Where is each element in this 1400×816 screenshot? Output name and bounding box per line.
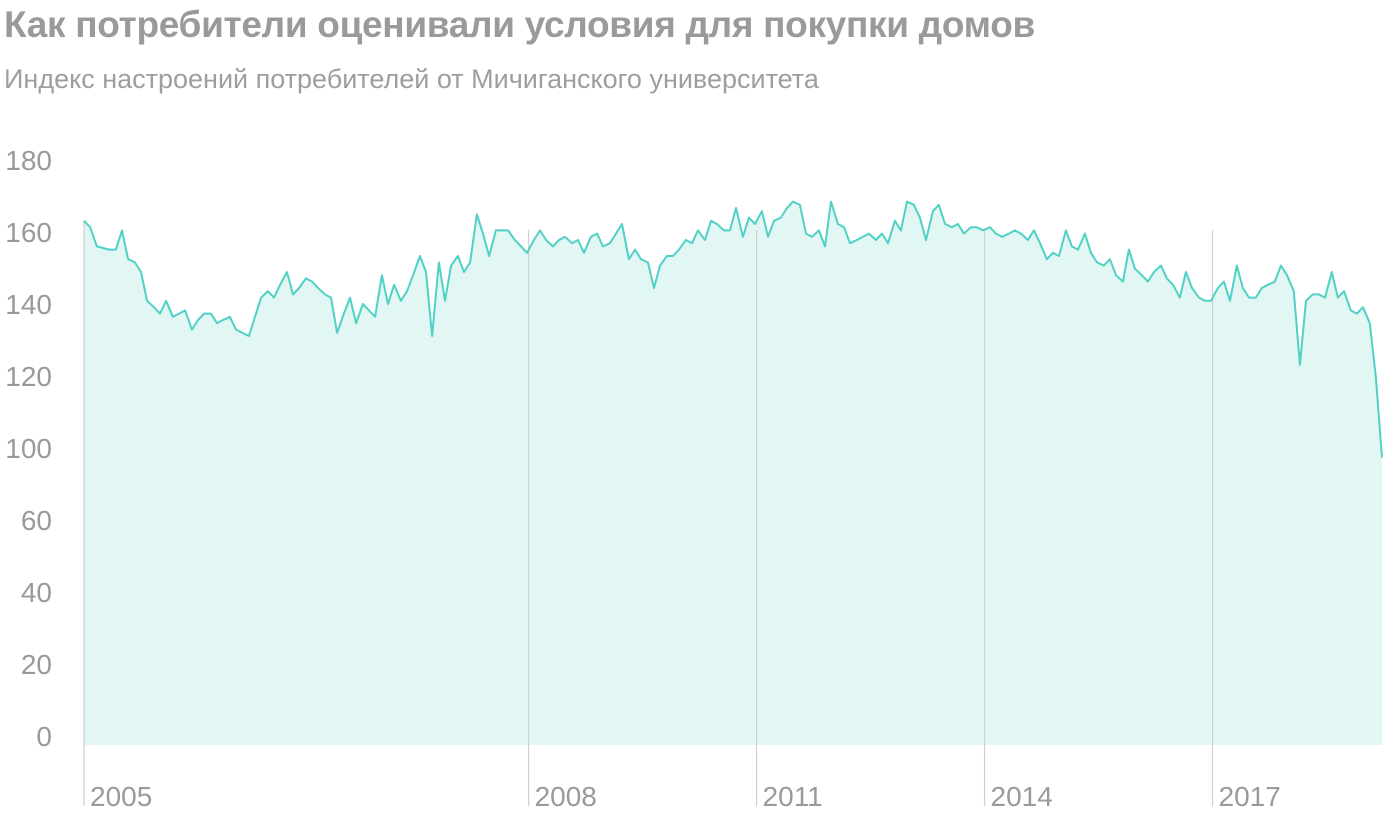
x-tick-label: 2014 [991,781,1053,812]
x-tick-label: 2008 [535,781,597,812]
series-line [83,200,1383,458]
y-tick-label: 160 [5,217,52,248]
y-tick-label: 60 [21,505,52,536]
y-tick-label: 20 [21,649,52,680]
x-tick-label: 2017 [1219,781,1281,812]
y-tick-label: 100 [5,433,52,464]
y-tick-label: 0 [36,721,52,752]
y-tick-label: 40 [21,577,52,608]
y-axis-ticks: 180 160 140 120 100 60 40 20 0 [5,145,52,752]
chart-subtitle: Индекс настроений потребителей от Мичига… [4,64,819,94]
y-tick-label: 180 [5,145,52,176]
x-axis-ticks: 200520082011201420172020 [83,220,1281,812]
y-tick-label: 120 [5,361,52,392]
chart-title: Как потребители оценивали условия для по… [4,4,1035,45]
x-tick-label: 2011 [763,781,823,812]
y-tick-label: 140 [5,289,52,320]
area-fill [84,201,1382,746]
x-tick-label: 2005 [90,781,152,812]
